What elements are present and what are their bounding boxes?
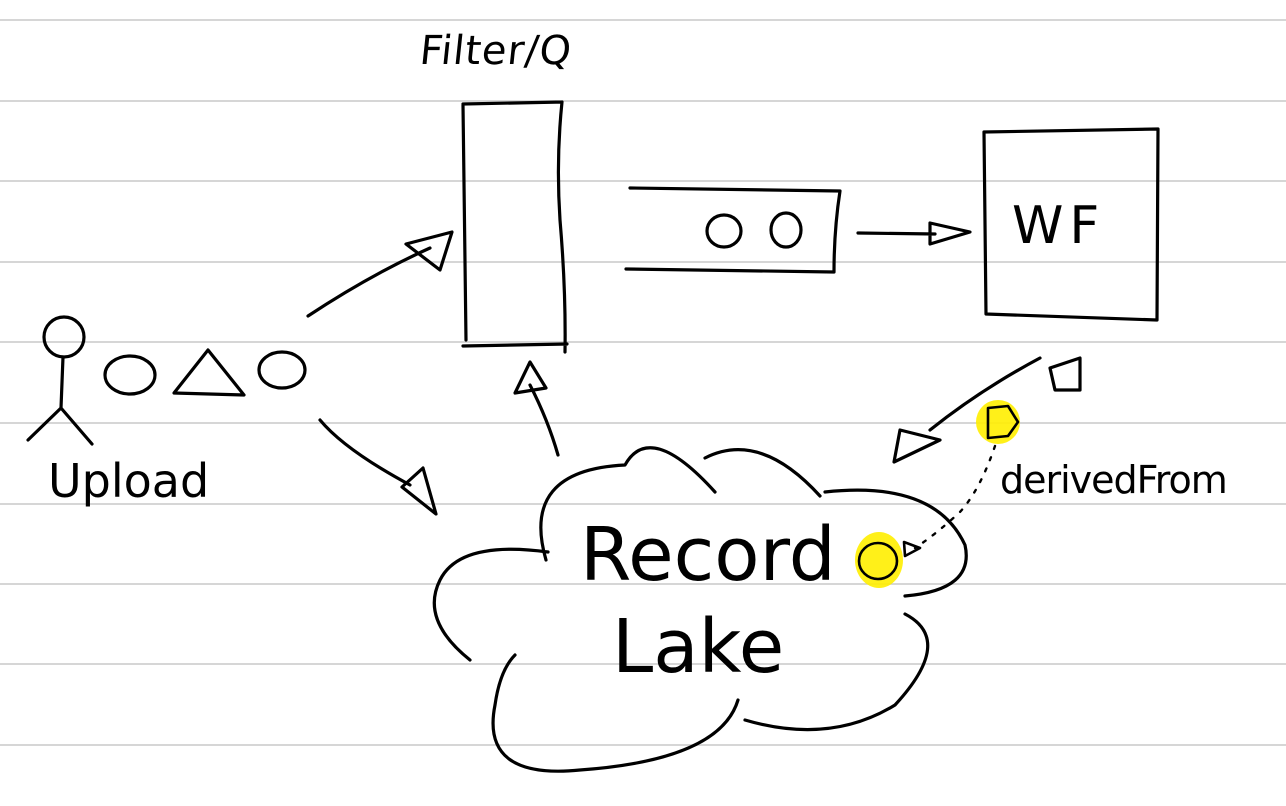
highlighted-source-shape — [855, 532, 903, 588]
arrow-upload-to-lake — [318, 418, 438, 516]
record-label: Record — [580, 512, 836, 598]
derived-from-link — [913, 444, 997, 550]
lake-label: Lake — [612, 604, 785, 690]
arrow-queue-to-wf — [856, 221, 972, 246]
derived-from-arrowhead — [902, 540, 922, 558]
workflow-box — [982, 127, 1160, 322]
upload-label: Upload — [48, 454, 210, 508]
ruled-lines — [0, 19, 1286, 746]
queue-item-circle-2 — [769, 211, 803, 249]
filter-queue-box — [461, 100, 569, 354]
triangle-shape-icon — [172, 348, 246, 397]
queue-box — [624, 186, 842, 274]
stick-figure-icon — [26, 315, 94, 446]
circle-shape-icon — [257, 350, 307, 390]
arrow-upload-to-filter — [306, 230, 454, 318]
cloud-shape-icon — [432, 446, 968, 773]
arrow-wf-to-lake — [892, 356, 1042, 464]
circle-shape-icon — [103, 354, 157, 396]
highlighted-derived-shape — [976, 400, 1020, 444]
workflow-label: WF — [1012, 196, 1106, 256]
filter-queue-label: Filter/Q — [417, 28, 575, 74]
queue-item-circle-1 — [705, 213, 743, 249]
square-shape-icon — [1048, 356, 1082, 392]
arrow-lake-to-filter — [513, 360, 560, 457]
derived-from-label: derivedFrom — [1000, 458, 1228, 502]
